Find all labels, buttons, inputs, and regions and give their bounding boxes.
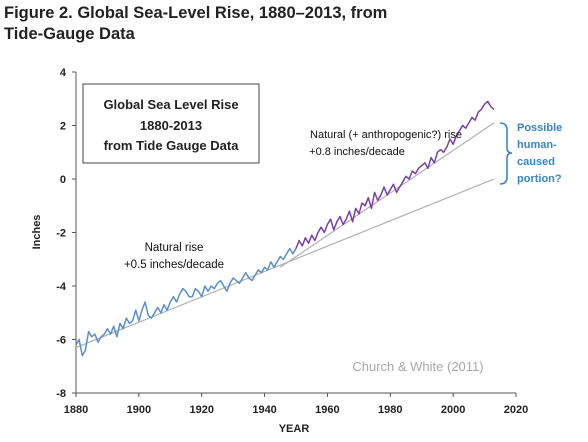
natural-rise-label: Natural rise: [145, 242, 204, 254]
y-tick-label: -8: [56, 388, 66, 400]
inner-title-box: [82, 83, 260, 164]
x-tick-label: 1980: [378, 404, 402, 416]
anthro-rise-rate: +0.8 inches/decade: [309, 146, 405, 158]
y-tick-label: -6: [56, 335, 66, 347]
inner-title-line-3: from Tide Gauge Data: [104, 138, 240, 153]
natural-rise-rate: +0.5 inches/decade: [124, 259, 224, 271]
x-tick-label: 2000: [441, 404, 465, 416]
figure-title: Figure 2. Global Sea-Level Rise, 1880–20…: [4, 3, 474, 45]
x-tick-label: 1880: [64, 404, 88, 416]
y-tick-label: 0: [60, 174, 66, 186]
inner-title-line-2: 1880-2013: [140, 118, 202, 133]
x-tick-label: 1900: [127, 404, 151, 416]
inner-title-line-1: Global Sea Level Rise: [103, 97, 238, 112]
x-tick-label: 1940: [252, 404, 276, 416]
x-tick-label: 2020: [504, 404, 528, 416]
y-tick-label: -2: [56, 228, 66, 240]
x-tick-label: 1920: [189, 404, 213, 416]
source-credit: Church & White (2011): [352, 359, 483, 374]
y-tick-label: 4: [60, 67, 67, 79]
x-axis-label: YEAR: [279, 423, 310, 435]
sea-level-series-early: [75, 247, 297, 357]
figure-title-line-2: Tide-Gauge Data: [4, 25, 135, 43]
human-portion-line-1: Possible: [517, 122, 562, 134]
human-portion-line-2: human-: [517, 139, 557, 151]
anthro-rise-label: Natural (+ anthropogenic?) rise: [310, 129, 462, 141]
human-portion-line-3: caused: [517, 156, 555, 168]
y-tick-label: -4: [56, 281, 67, 293]
y-tick-label: 2: [60, 121, 66, 133]
human-portion-bracket: [499, 122, 513, 185]
human-portion-line-4: portion?: [517, 173, 562, 185]
natural-trend-line: [75, 178, 495, 349]
x-tick-label: 1960: [315, 404, 339, 416]
sea-level-series-late: [295, 100, 495, 249]
y-axis-label: Inches: [31, 215, 43, 250]
figure-title-line-1: Figure 2. Global Sea-Level Rise, 1880–20…: [4, 4, 388, 22]
